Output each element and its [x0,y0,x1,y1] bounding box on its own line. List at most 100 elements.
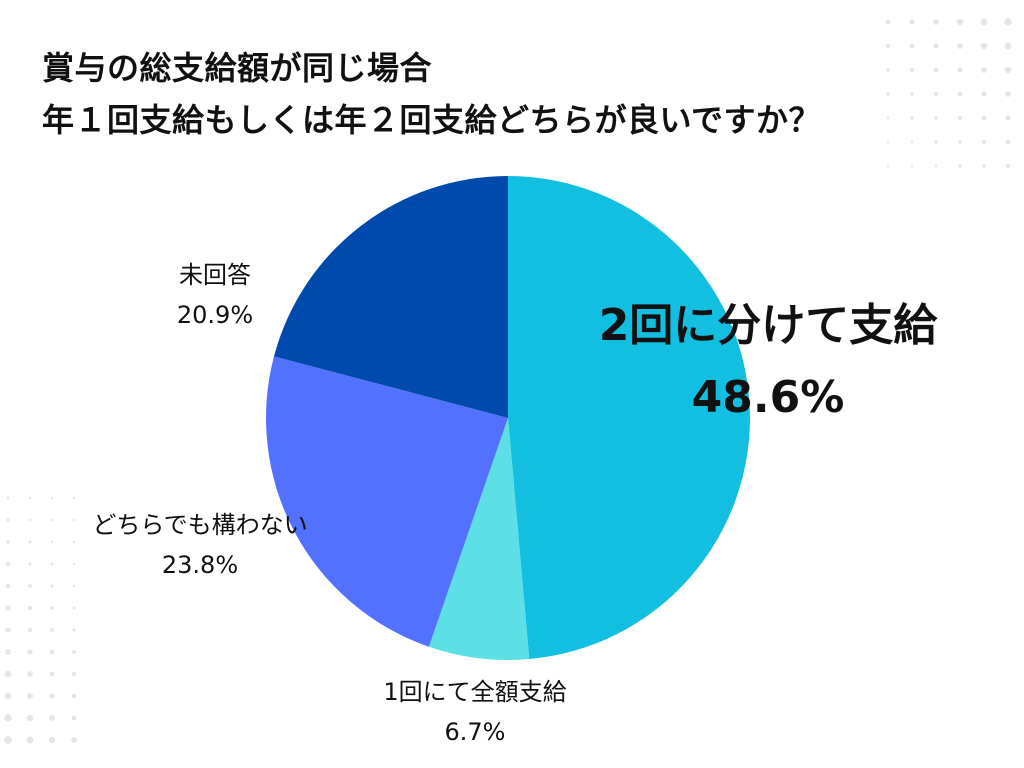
slice-label-either: どちらでも構わない 23.8% [50,505,350,585]
decor-dot [6,518,10,522]
slice-label-single-payment-value: 6.7% [444,718,506,746]
decor-dot [957,115,963,121]
decor-dot [50,540,54,544]
slice-label-split-payment-value: 48.6% [691,372,845,423]
decor-dot [6,496,10,500]
decor-dot [957,43,963,49]
decor-dot [6,540,10,544]
decor-dot [1004,42,1012,50]
decor-dot [981,67,987,73]
decor-dot [27,649,33,655]
decor-dot [5,649,11,655]
decorative-dot-pattern [4,18,1012,744]
decor-dot [5,627,11,633]
decor-dot [934,140,938,144]
decor-dot [933,91,939,97]
decor-dot [4,692,12,700]
slice-label-either-name: どちらでも構わない [92,511,308,539]
decor-dot [1005,163,1011,169]
decor-dot [71,693,77,699]
decor-dot [5,605,11,611]
decor-dot [26,692,34,700]
decor-dot [50,584,54,588]
slice-label-split-payment-name: 2回に分けて支給 [598,300,938,351]
decor-dot [28,540,32,544]
slice-label-single-payment: 1回にて全額支給 6.7% [330,672,620,752]
decor-dot [886,164,890,168]
decor-dot [49,693,55,699]
decor-dot [28,496,32,500]
decor-dot [72,606,76,610]
decor-dot [886,116,890,120]
decor-dot [933,67,939,73]
decor-dot [958,140,962,144]
decor-dot [886,68,890,72]
decor-dot [958,164,962,168]
decor-dot [27,671,33,677]
decor-dot [885,19,891,25]
decor-dot [26,736,34,744]
decor-dot [981,139,987,145]
decor-dot [4,714,12,722]
decor-dot [956,18,964,26]
decor-dot [50,518,54,522]
decor-dot [885,43,891,49]
decor-dot [71,671,77,677]
decor-dot [933,19,939,25]
decor-dot [49,715,55,721]
decor-dot [957,67,963,73]
decor-dot [886,92,890,96]
decor-dot [1005,139,1011,145]
pie-slice-either [266,356,508,647]
decor-dot [5,583,11,589]
decor-dot [48,736,56,744]
decor-dot [1005,91,1011,97]
decor-dot [1004,18,1012,26]
slice-label-split-payment: 2回に分けて支給 48.6% [588,290,948,434]
decor-dot [4,670,12,678]
decor-dot [981,91,987,97]
decor-dot [71,737,77,743]
slice-label-single-payment-name: 1回にて全額支給 [383,678,567,706]
pie-slices [266,176,750,660]
decor-dot [27,627,33,633]
decor-dot [980,18,988,26]
slice-label-no-answer: 未回答 20.9% [130,255,300,335]
decor-dot [49,671,55,677]
pie-slice-single-payment [428,418,530,660]
decor-dot [909,19,915,25]
decor-dot [980,42,988,50]
chart-title-line-2: 年１回支給もしくは年２回支給どちらが良いですか？ [42,101,822,139]
decor-dot [886,140,890,144]
decor-dot [934,116,938,120]
decor-dot [71,715,77,721]
decor-dot [72,518,76,522]
decor-dot [28,562,32,566]
decor-dot [910,116,914,120]
chart-title: 賞与の総支給額が同じ場合 年１回支給もしくは年２回支給どちらが良いですか？ [42,42,821,146]
decor-dot [934,164,938,168]
decor-dot [982,164,986,168]
decor-dot [909,43,915,49]
decor-dot [1005,115,1011,121]
decor-dot [1004,66,1012,74]
decor-dot [72,540,76,544]
slice-label-no-answer-name: 未回答 [179,261,251,289]
decor-dot [909,67,915,73]
decor-dot [933,43,939,49]
decor-dot [910,92,914,96]
decor-dot [50,606,54,610]
decor-dot [28,518,32,522]
decor-dot [72,628,76,632]
decor-dot [49,627,55,633]
slice-label-no-answer-value: 20.9% [176,301,254,329]
decor-dot [50,496,54,500]
pie-slice-split-payment [508,176,750,660]
decor-dot [5,561,11,567]
decor-dot [72,650,76,654]
decor-dot [72,584,76,588]
decor-dot [72,496,76,500]
decor-dot [50,562,54,566]
decor-dot [981,115,987,121]
